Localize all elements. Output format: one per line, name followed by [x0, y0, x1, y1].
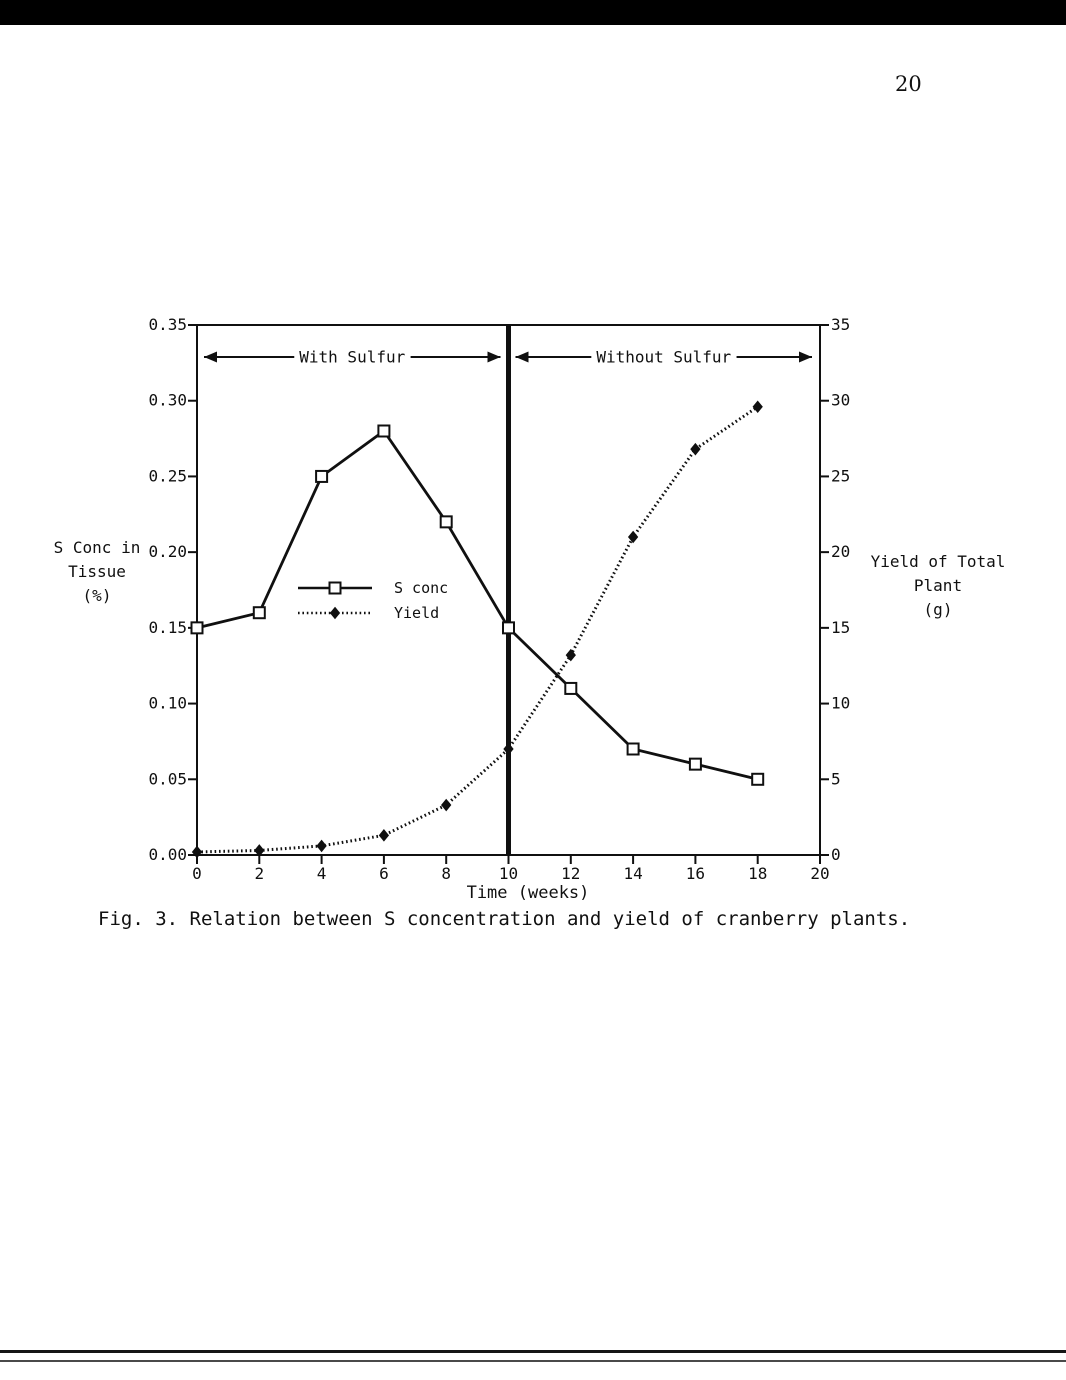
x-tick-label: 0: [192, 864, 202, 883]
series-marker-yield: [378, 829, 390, 842]
x-tick-label: 14: [623, 864, 642, 883]
series-marker-s-conc: [315, 469, 329, 483]
left-tick-label: 0.00: [148, 845, 187, 864]
series-marker-s-conc: [377, 424, 391, 438]
series-marker-yield: [627, 530, 639, 544]
series-marker-yield: [690, 442, 701, 456]
right-tick-label: 25: [831, 466, 850, 485]
scan-edge-top: [0, 0, 1066, 25]
x-tick-label: 2: [254, 864, 264, 883]
arrowhead-left-icon: [204, 351, 217, 363]
right-axis-title: (g): [924, 600, 953, 619]
annotation-label: With Sulfur: [299, 348, 405, 367]
series-marker-yield: [316, 839, 327, 853]
series-marker-yield: [441, 798, 452, 812]
left-axis-title: S Conc in: [54, 538, 141, 557]
series-marker-yield: [254, 844, 265, 857]
series-marker-s-conc: [439, 515, 453, 529]
x-tick-label: 18: [748, 864, 767, 883]
annotation-label-bg: [591, 348, 737, 366]
x-tick-label: 16: [686, 864, 705, 883]
x-tick-label: 8: [441, 864, 451, 883]
series-marker-yield: [565, 648, 576, 662]
arrowhead-right-icon: [487, 351, 501, 363]
page-number: 20: [895, 72, 922, 96]
series-marker-s-conc: [564, 681, 578, 695]
figure-caption: Fig. 3. Relation between S concentration…: [98, 908, 911, 930]
legend-label: Yield: [394, 604, 439, 622]
right-axis-title: Plant: [914, 576, 962, 595]
right-tick-label: 30: [831, 391, 850, 410]
right-tick-label: 5: [831, 769, 841, 788]
annotation-label: Without Sulfur: [596, 348, 731, 367]
x-axis-title: Time (weeks): [467, 883, 590, 903]
x-tick-label: 20: [810, 864, 829, 883]
scan-edge-bottom-line-1: [0, 1350, 1066, 1353]
legend-label: S conc: [394, 579, 448, 597]
x-tick-label: 4: [317, 864, 327, 883]
series-marker-s-conc: [688, 757, 702, 771]
series-line-s-conc: [196, 429, 759, 781]
left-tick-label: 0.35: [148, 315, 187, 334]
right-tick-label: 0: [831, 845, 841, 864]
series-line-yield: [196, 405, 759, 854]
series-marker-s-conc: [502, 621, 515, 635]
left-axis-title: (%): [83, 586, 112, 605]
annotation-label-bg: [294, 348, 411, 366]
left-tick-label: 0.10: [148, 694, 187, 713]
left-axis-title: Tissue: [68, 562, 126, 581]
series-marker-yield: [191, 845, 203, 859]
left-tick-label: 0.25: [148, 466, 187, 485]
left-tick-label: 0.30: [148, 391, 187, 410]
series-marker-yield: [503, 742, 514, 756]
series-marker-s-conc: [751, 772, 765, 786]
arrowhead-left-icon: [515, 351, 529, 363]
left-tick-label: 0.15: [148, 618, 187, 637]
legend-marker: [328, 581, 342, 595]
scan-edge-bottom-line-2: [0, 1360, 1066, 1362]
series-marker-s-conc: [190, 621, 204, 635]
left-tick-label: 0.20: [148, 542, 187, 561]
legend-marker: [329, 606, 341, 620]
left-tick-label: 0.05: [148, 769, 187, 788]
x-tick-label: 12: [561, 864, 580, 883]
x-tick-label: 6: [379, 864, 389, 883]
x-tick-label: 10: [499, 864, 518, 883]
series-marker-s-conc: [626, 742, 640, 756]
right-tick-label: 35: [831, 315, 850, 334]
right-axis-title: Yield of Total: [871, 552, 1006, 571]
arrowhead-right-icon: [799, 351, 812, 363]
right-tick-label: 20: [831, 542, 850, 561]
series-marker-yield: [752, 400, 763, 414]
series-marker-s-conc: [252, 606, 266, 620]
right-tick-label: 10: [831, 694, 850, 713]
right-tick-label: 15: [831, 618, 850, 637]
